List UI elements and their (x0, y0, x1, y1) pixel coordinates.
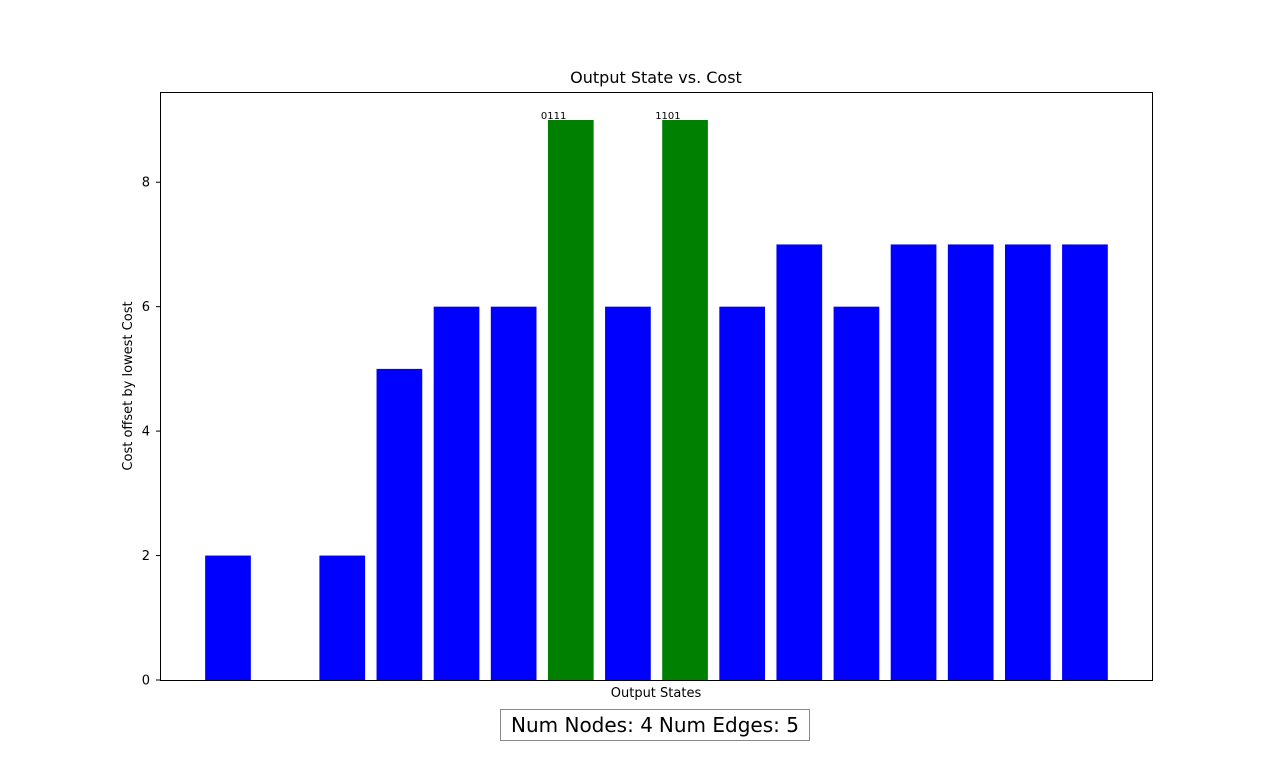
bar-label: 0111 (541, 111, 566, 122)
bar (605, 306, 651, 680)
bar (490, 306, 537, 680)
bar (376, 368, 423, 680)
bar (547, 120, 594, 680)
bar-label: 1101 (655, 111, 680, 122)
y-tick-label: 6 (142, 300, 150, 315)
bar (1062, 244, 1108, 680)
bar-labels-group: 0111 1101 (541, 111, 681, 122)
bar (319, 555, 366, 680)
num-nodes-text: Num Nodes: 4 (511, 713, 653, 737)
y-axis-label: Cost offset by lowest Cost (121, 301, 136, 470)
bars-group (205, 120, 1108, 680)
y-tick-label: 2 (142, 549, 150, 564)
bar (890, 244, 937, 680)
x-axis-label: Output States (611, 686, 702, 701)
chart-title: Output State vs. Cost (570, 68, 742, 87)
y-tick-label: 4 (142, 425, 150, 440)
bar (662, 120, 708, 680)
bar (433, 306, 480, 680)
plot-frame (160, 92, 1153, 681)
y-axis: 0 2 4 6 8 (142, 176, 160, 689)
graph-info-box: Num Nodes: 4 Num Edges: 5 (500, 709, 810, 741)
y-tick-label: 0 (142, 674, 150, 689)
bar (947, 244, 994, 680)
bar (1004, 244, 1051, 680)
num-edges-text: Num Edges: 5 (658, 713, 799, 737)
bar (776, 244, 823, 680)
y-tick-label: 8 (142, 176, 150, 191)
bar (833, 306, 880, 680)
bar (719, 306, 766, 680)
bar (205, 555, 251, 680)
